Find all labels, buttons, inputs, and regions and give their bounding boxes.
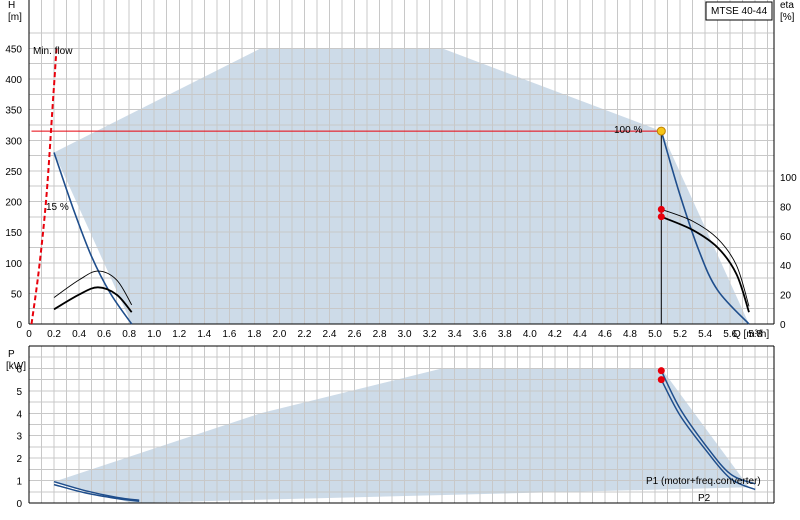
power-curve [660, 370, 756, 485]
efficiency-curve [53, 270, 133, 306]
x-tick-label: 0.2 [47, 329, 61, 340]
power-curve [53, 483, 140, 502]
title-box [705, 1, 773, 21]
x-tick-label: 5.0 [648, 329, 662, 340]
y-tick-label: 300 [5, 136, 22, 147]
head-series [30, 48, 750, 325]
chart-title: MTSE 40-44 [711, 6, 768, 17]
y-tick-label: 100 [5, 259, 22, 270]
x-tick-label: 1.2 [172, 329, 186, 340]
power-curve [53, 480, 140, 502]
power-markers [657, 367, 665, 384]
operating-point-marker [657, 205, 665, 213]
right-tick-label: 20 [780, 291, 792, 302]
x-tick-label: 2.6 [348, 329, 362, 340]
y-tick-label: 150 [5, 228, 22, 239]
p2-label: P2 [698, 493, 711, 504]
y-tick-label: 0 [16, 320, 22, 331]
x-tick-label: 3.4 [448, 329, 462, 340]
y-axis-unit: [m] [8, 12, 22, 23]
power-tick-label: 1 [16, 477, 22, 488]
efficiency-curve [661, 208, 750, 307]
x-tick-label: 0.6 [97, 329, 111, 340]
x-tick-label: 2.2 [298, 329, 312, 340]
right-axis-unit: [%] [780, 12, 795, 23]
series-line [660, 130, 750, 325]
x-tick-label: 4.8 [623, 329, 637, 340]
x-tick-label: 3.0 [398, 329, 412, 340]
efficiency-curve [660, 215, 750, 313]
x-tick-label: 1.0 [147, 329, 161, 340]
power-grid [28, 345, 775, 504]
hundred-percent-label: 100 % [614, 125, 642, 136]
power-chart-panel: 0 1 2 3 4 5 6 P [kW] P1 (motor+freq.converter)… [6, 345, 775, 510]
power-tick-label: 3 [16, 432, 22, 443]
x-tick-label: 0.8 [122, 329, 136, 340]
power-tick-label: 0 [16, 499, 22, 510]
x-tick-label: 0 [26, 329, 32, 340]
x-tick-label: 2.0 [272, 329, 286, 340]
power-tick-label: 6 [16, 364, 22, 375]
x-tick-label: 4.4 [573, 329, 587, 340]
series-line [30, 48, 58, 325]
x-tick-label: 2.4 [323, 329, 337, 340]
x-tick-label: 2.8 [373, 329, 387, 340]
power-tick-label: 4 [16, 409, 22, 420]
right-tick-label: 100 [780, 173, 797, 184]
right-tick-label: 60 [780, 232, 792, 243]
x-tick-label: 5.2 [673, 329, 687, 340]
power-ticks: 0 1 2 3 4 5 6 [16, 364, 22, 510]
x-tick-label: 4.2 [548, 329, 562, 340]
fifteen-percent-label: 15 % [46, 202, 69, 213]
right-tick-label: 80 [780, 202, 792, 213]
right-tick-label: 0 [780, 320, 786, 331]
head-chart-panel: 0 0.2 0.4 0.6 0.8 1.0 1.2 1.4 1.6 1.8 2.0 2.2 2.4 2.6… [5, 0, 797, 340]
y-tick-label: 50 [11, 289, 23, 300]
head-markers [656, 126, 666, 221]
power-tick-label: 2 [16, 454, 22, 465]
power-axis-unit: [kW] [6, 361, 26, 372]
x-axis-label: Q [m³/h] [733, 329, 769, 340]
power-point-marker [657, 367, 665, 375]
x-tick-label: 0.4 [72, 329, 86, 340]
x-tick-label: 3.6 [473, 329, 487, 340]
y-axis-label: H [8, 0, 15, 11]
operating-point-marker [656, 126, 666, 136]
y-tick-label: 200 [5, 198, 22, 209]
x-tick-label: 4.0 [523, 329, 537, 340]
x-tick-label: 5.4 [698, 329, 712, 340]
x-tick-label: 3.2 [423, 329, 437, 340]
x-tick-label: 3.8 [498, 329, 512, 340]
x-tick-label: 5.8 [748, 329, 762, 340]
head-grid [28, 0, 775, 325]
x-tick-label: 1.8 [247, 329, 261, 340]
y-tick-label: 250 [5, 167, 22, 178]
power-curve [660, 379, 756, 491]
x-tick-label: 1.4 [197, 329, 211, 340]
x-tick-label: 1.6 [222, 329, 236, 340]
efficiency-curve [53, 286, 133, 313]
y-tick-label: 350 [5, 106, 22, 117]
right-tick-label: 40 [780, 261, 792, 272]
min-flow-label: Min. flow [33, 46, 73, 57]
power-axis-label: P [8, 349, 15, 360]
x-tick-label: 5.6 [723, 329, 737, 340]
operating-point-marker [657, 213, 665, 221]
p1-label: P1 (motor+freq.converter) [646, 476, 761, 487]
series-line [53, 152, 133, 325]
power-point-marker [657, 376, 665, 384]
power-series [53, 370, 756, 502]
right-axis-label: eta [780, 0, 794, 11]
y-tick-label: 450 [5, 44, 22, 55]
head-ticks: 0 0.2 0.4 0.6 0.8 1.0 1.2 1.4 1.6 1.8 2.0 2.2 2.4 2.6… [5, 44, 797, 340]
x-tick-label: 4.6 [598, 329, 612, 340]
power-tick-label: 5 [16, 387, 22, 398]
y-tick-label: 400 [5, 75, 22, 86]
